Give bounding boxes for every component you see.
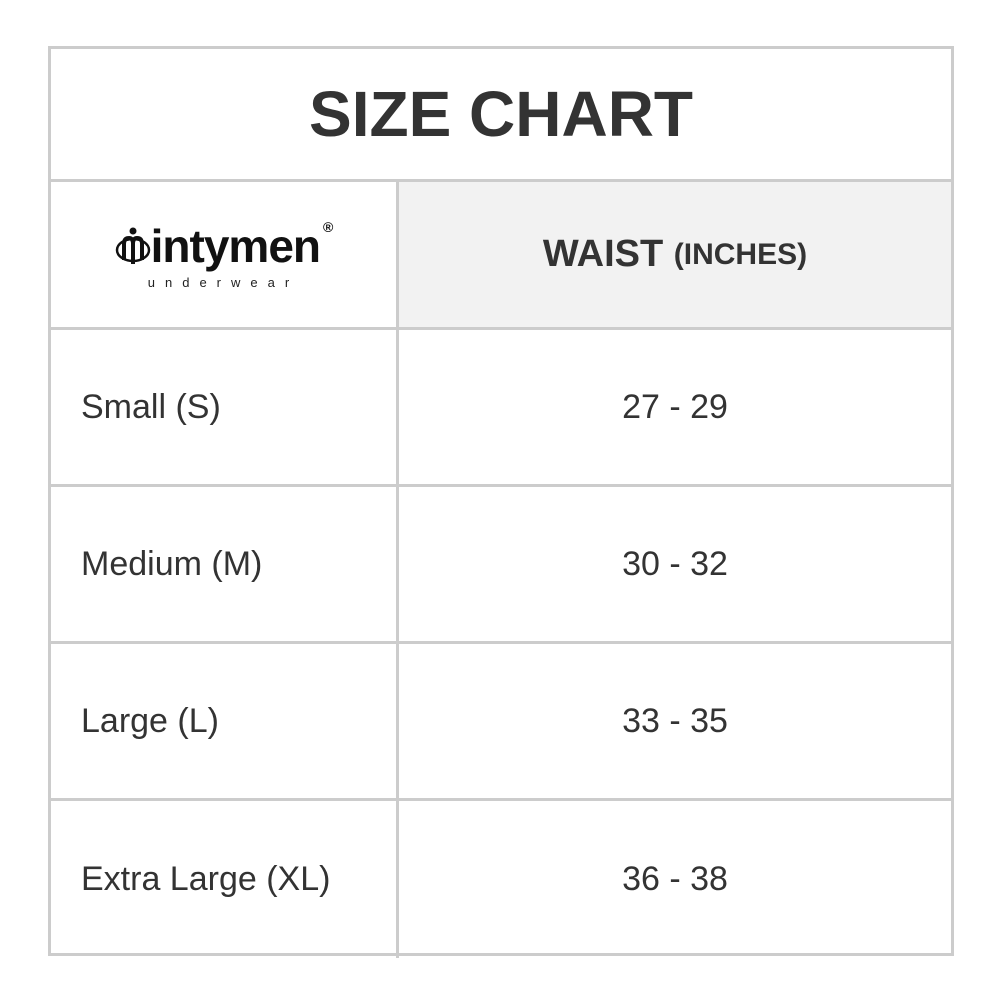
waist-label: WAIST <box>542 233 664 275</box>
header-row: intymen ® underwear WAIST (INCHES) <box>51 182 951 330</box>
logo-emblem-icon <box>115 227 150 264</box>
table-row: Extra Large (XL) 36 - 38 <box>51 801 951 958</box>
size-cell: Extra Large (XL) <box>51 801 399 958</box>
table-row: Small (S) 27 - 29 <box>51 330 951 487</box>
size-cell: Small (S) <box>51 330 399 484</box>
logo-brand-text: intymen <box>150 220 321 272</box>
waist-cell: 33 - 35 <box>622 701 728 740</box>
table-row: Large (L) 33 - 35 <box>51 644 951 801</box>
unit-label: (INCHES) <box>673 237 808 271</box>
size-cell: Large (L) <box>51 644 399 798</box>
registered-mark: ® <box>323 219 333 235</box>
size-cell: Medium (M) <box>51 487 399 641</box>
waist-cell: 36 - 38 <box>622 860 728 898</box>
logo-subtitle: underwear <box>147 275 300 290</box>
waist-header: WAIST (INCHES) <box>399 182 951 327</box>
size-chart-table: SIZE CHART intymen ® underwear WAIST (IN… <box>48 46 954 958</box>
waist-cell: 30 - 32 <box>622 544 728 583</box>
chart-title: SIZE CHART <box>51 49 951 182</box>
table-row: Medium (M) 30 - 32 <box>51 487 951 644</box>
waist-cell: 27 - 29 <box>622 387 728 426</box>
brand-logo: intymen ® underwear <box>51 182 399 327</box>
